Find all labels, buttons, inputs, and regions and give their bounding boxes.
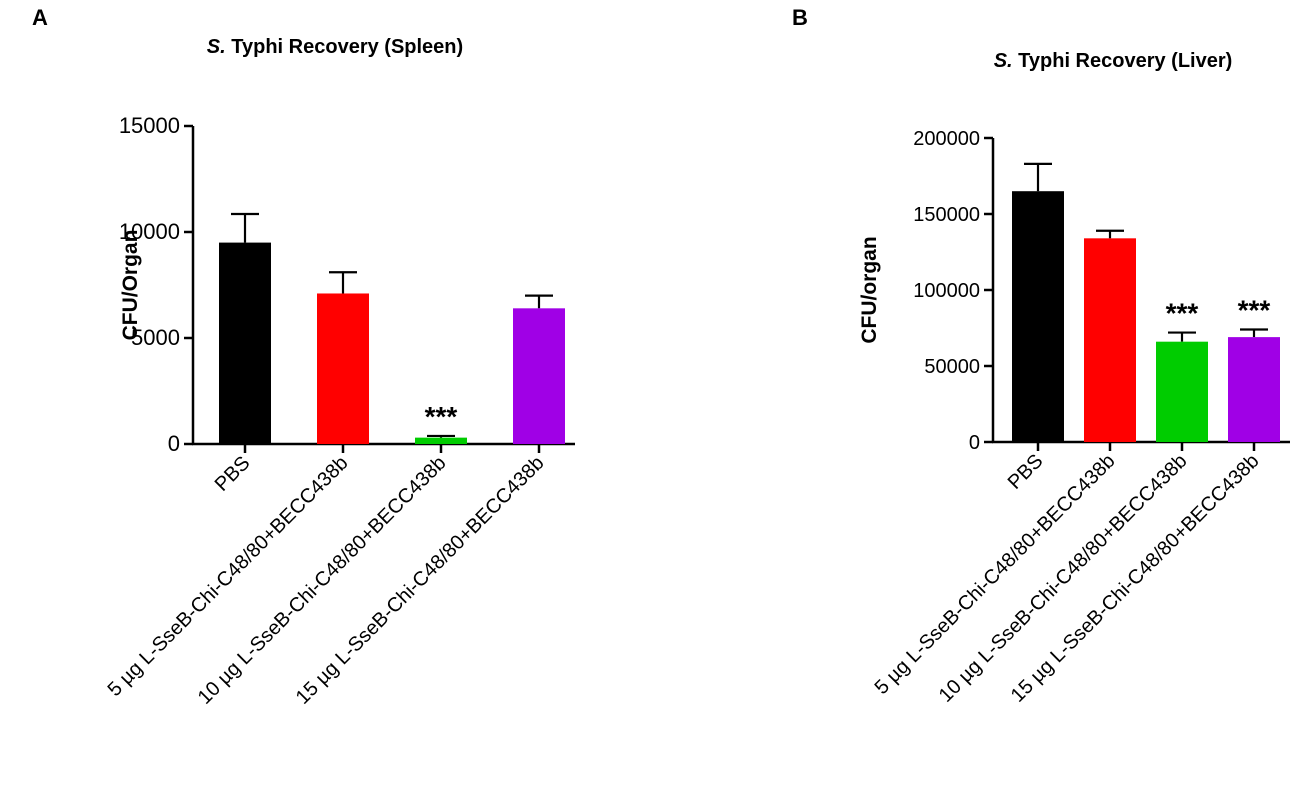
significance-label: *** (1238, 295, 1271, 326)
category-label: 10 µg L-SseB-Chi-C48/80+BECC438b (935, 450, 1192, 707)
y-axis-label: CFU/Organ (119, 230, 142, 341)
chart-title: S. Typhi Recovery (Spleen) (207, 36, 463, 58)
liver-chart: S. Typhi Recovery (Liver) CFU/organ 0 50000… (858, 50, 1290, 707)
y-tick-label: 50000 (924, 356, 980, 378)
y-tick-label: 0 (168, 431, 180, 456)
y-axis-label: CFU/organ (858, 236, 881, 343)
bar (317, 293, 369, 444)
category-label: PBS (1004, 450, 1048, 494)
bar (1156, 341, 1208, 442)
bar (415, 437, 467, 444)
significance-label: *** (1166, 298, 1199, 329)
chart-title-italic: S. (207, 36, 226, 58)
y-tick-label: 150000 (913, 204, 980, 226)
category-label: 15 µg L-SseB-Chi-C48/80+BECC438b (1007, 450, 1264, 707)
bar (1228, 337, 1280, 442)
bar (219, 242, 271, 444)
chart-title-italic: S. (994, 50, 1013, 72)
chart-title-text: Typhi Recovery (Spleen) (226, 36, 463, 58)
chart-title: S. Typhi Recovery (Liver) (994, 50, 1233, 72)
bar (1084, 238, 1136, 442)
y-tick-label: 15000 (119, 113, 180, 138)
spleen-chart: S. Typhi Recovery (Spleen) CFU/Organ 0 5000… (104, 36, 575, 709)
category-label: PBS (211, 452, 255, 496)
panel-b-letter: B (792, 5, 808, 30)
significance-label: *** (425, 401, 458, 432)
y-tick-label: 100000 (913, 280, 980, 302)
chart-title-text: Typhi Recovery (Liver) (1013, 50, 1233, 72)
y-tick-label: 0 (969, 432, 980, 454)
bar (513, 308, 565, 444)
y-tick-label: 5000 (131, 325, 180, 350)
panel-a-letter: A (32, 5, 48, 30)
y-tick-label: 200000 (913, 128, 980, 150)
bar (1012, 191, 1064, 442)
y-tick-label: 10000 (119, 219, 180, 244)
